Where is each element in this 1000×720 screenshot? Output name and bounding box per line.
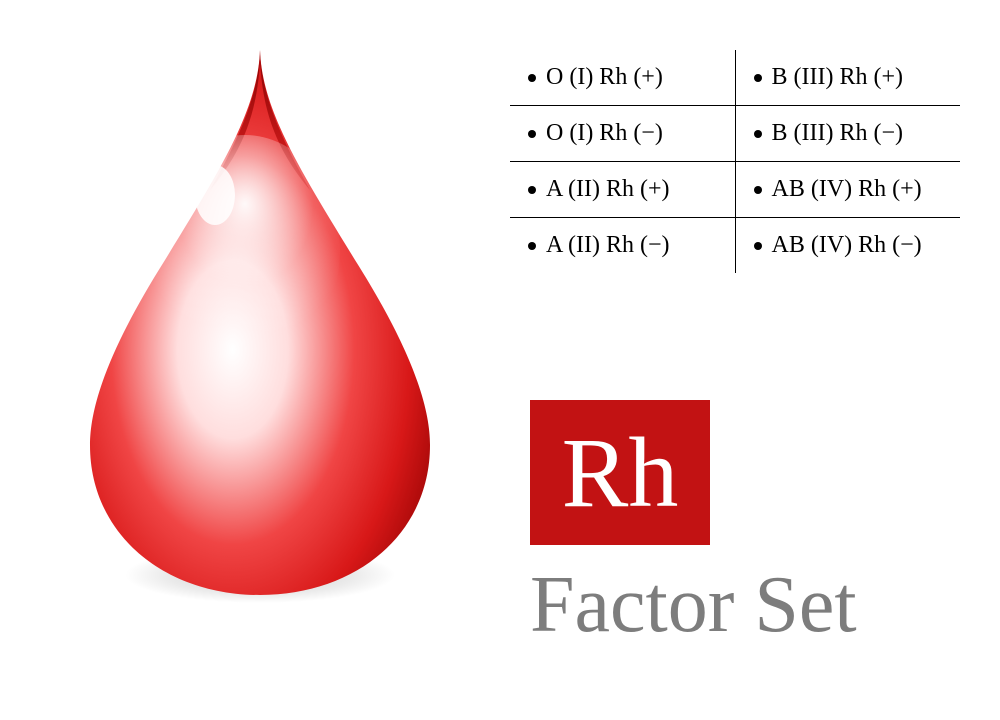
- table-row: A (II) Rh (+) AB (IV) Rh (+): [510, 162, 960, 218]
- cell-text: AB (IV) Rh (+): [772, 176, 922, 202]
- bullet-icon: [528, 74, 536, 82]
- bullet-icon: [754, 186, 762, 194]
- blood-drop-icon: [70, 40, 450, 610]
- infographic-canvas: O (I) Rh (+) B (III) Rh (+) O (I) Rh (−)…: [0, 0, 1000, 720]
- bullet-icon: [754, 242, 762, 250]
- bullet-icon: [754, 74, 762, 82]
- cell-text: A (II) Rh (+): [546, 176, 670, 202]
- cell-text: O (I) Rh (+): [546, 64, 663, 90]
- bullet-icon: [528, 186, 536, 194]
- cell-text: O (I) Rh (−): [546, 120, 663, 146]
- cell-text: B (III) Rh (−): [772, 120, 904, 146]
- table-row: A (II) Rh (−) AB (IV) Rh (−): [510, 218, 960, 274]
- bullet-icon: [528, 242, 536, 250]
- cell-text: B (III) Rh (+): [772, 64, 904, 90]
- blood-type-table: O (I) Rh (+) B (III) Rh (+) O (I) Rh (−)…: [510, 50, 960, 273]
- subtitle-text: Factor Set: [530, 560, 857, 651]
- table-row: O (I) Rh (+) B (III) Rh (+): [510, 50, 960, 106]
- bullet-icon: [528, 130, 536, 138]
- table-row: O (I) Rh (−) B (III) Rh (−): [510, 106, 960, 162]
- rh-badge: Rh: [530, 400, 710, 545]
- rh-badge-text: Rh: [562, 423, 679, 523]
- bullet-icon: [754, 130, 762, 138]
- cell-text: AB (IV) Rh (−): [772, 232, 922, 258]
- cell-text: A (II) Rh (−): [546, 232, 670, 258]
